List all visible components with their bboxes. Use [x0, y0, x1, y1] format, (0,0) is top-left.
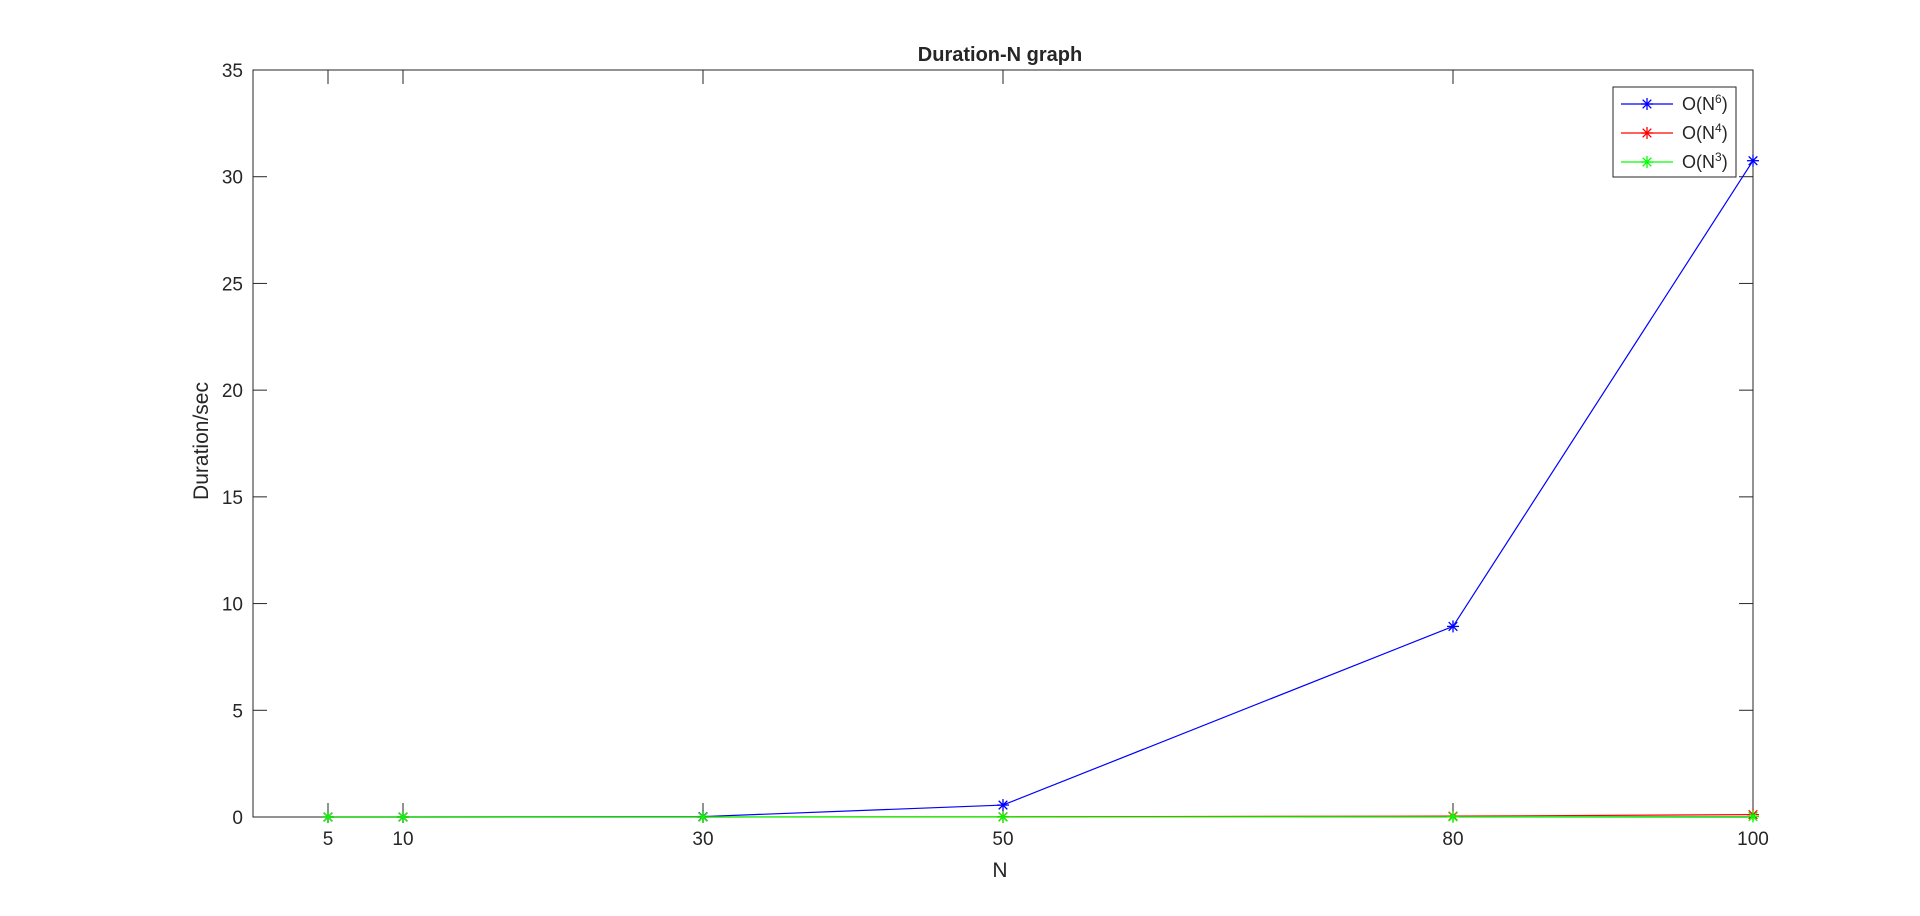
x-tick-label: 50 — [992, 829, 1013, 850]
axes-layer: 5 10 30 50 80 100 0 5 10 15 20 25 30 35 — [222, 61, 1769, 850]
x-tick-label: 100 — [1737, 829, 1769, 850]
legend-entry-label: O(N4) — [1682, 121, 1728, 143]
data-point-series-3 — [1747, 811, 1759, 823]
y-tick-label: 20 — [222, 381, 243, 402]
legend-swatch-marker — [1641, 127, 1653, 139]
y-axis-label: Duration/sec — [190, 382, 213, 500]
data-point-series-3 — [397, 811, 409, 823]
legend: O(N6) O(N4) O(N3) — [1613, 87, 1736, 177]
y-tick-label: 0 — [232, 808, 243, 829]
x-tick-label: 80 — [1442, 829, 1463, 850]
data-point-series-1 — [1747, 155, 1759, 167]
x-tick-label: 10 — [392, 829, 413, 850]
legend-swatch-marker — [1641, 156, 1653, 168]
plot-area-frame — [253, 70, 1753, 817]
data-point-series-3 — [322, 811, 334, 823]
legend-entry-label: O(N6) — [1682, 92, 1728, 114]
legend-entry-label: O(N3) — [1682, 150, 1728, 172]
x-tick-label: 30 — [692, 829, 713, 850]
y-tick-label: 5 — [232, 701, 243, 722]
x-tick-label: 5 — [323, 829, 334, 850]
legend-swatch-marker — [1641, 98, 1653, 110]
data-point-series-1 — [1447, 620, 1459, 632]
x-axis-label: N — [992, 859, 1007, 882]
series-layer — [322, 155, 1759, 823]
y-tick-label: 10 — [222, 595, 243, 616]
y-tick-label: 15 — [222, 488, 243, 509]
data-point-series-3 — [1447, 811, 1459, 823]
y-tick-label: 25 — [222, 274, 243, 295]
y-tick-label: 30 — [222, 168, 243, 189]
y-tick-label: 35 — [222, 61, 243, 82]
data-point-series-3 — [697, 811, 709, 823]
chart-title: Duration-N graph — [918, 44, 1082, 66]
data-point-series-3 — [997, 811, 1009, 823]
series-line-1 — [328, 161, 1753, 817]
data-point-series-1 — [997, 799, 1009, 811]
